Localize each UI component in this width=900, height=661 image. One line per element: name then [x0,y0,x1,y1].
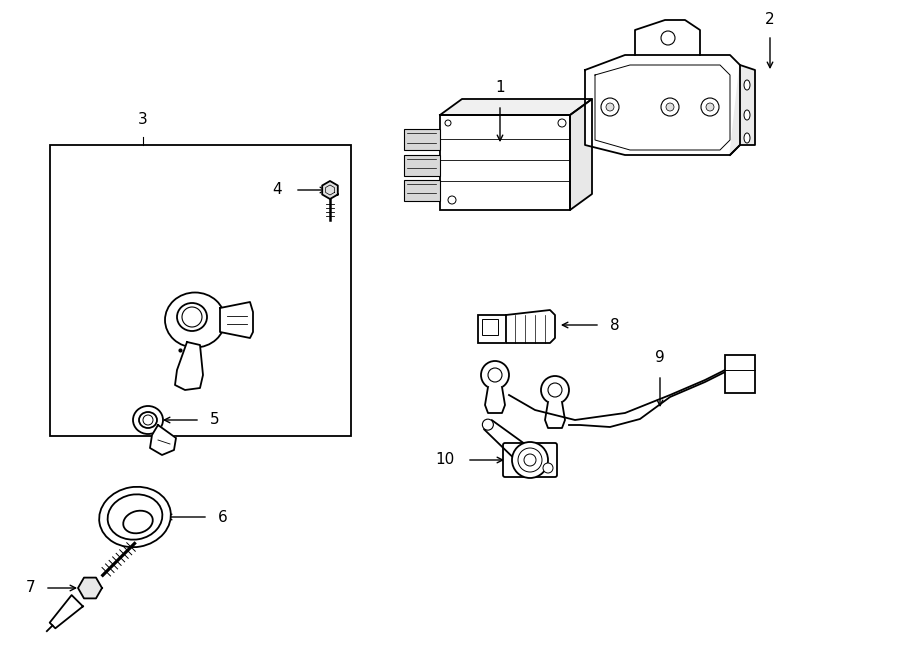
Text: 4: 4 [273,182,282,198]
Ellipse shape [99,486,171,547]
Circle shape [661,31,675,45]
Polygon shape [322,181,338,199]
Circle shape [524,454,536,466]
Text: 3: 3 [138,112,148,128]
Polygon shape [175,342,203,390]
Circle shape [445,120,451,126]
Circle shape [182,307,202,327]
Circle shape [543,463,553,473]
Polygon shape [585,55,740,155]
Polygon shape [484,420,536,468]
Text: 2: 2 [765,12,775,27]
Polygon shape [220,302,253,338]
Polygon shape [506,310,555,343]
Circle shape [666,103,674,111]
Circle shape [706,103,714,111]
Bar [403,130,440,150]
Text: 6: 6 [218,510,228,524]
Circle shape [601,98,619,116]
Circle shape [548,383,562,397]
Text: 5: 5 [210,412,220,428]
Text: 10: 10 [436,453,455,467]
Bar [440,115,570,210]
Text: 8: 8 [610,317,619,332]
Bar [478,315,506,343]
Text: 1: 1 [495,80,505,95]
Text: 9: 9 [655,350,665,365]
Polygon shape [78,578,102,598]
Circle shape [661,98,679,116]
Bar [403,180,440,200]
Circle shape [143,415,153,425]
Circle shape [518,448,542,472]
Polygon shape [150,425,176,455]
Circle shape [558,119,566,127]
Circle shape [488,368,502,382]
Ellipse shape [108,494,162,539]
Polygon shape [545,402,565,428]
Bar [403,155,440,176]
Circle shape [512,442,548,478]
Circle shape [448,196,456,204]
Circle shape [701,98,719,116]
Ellipse shape [165,293,225,348]
Polygon shape [440,99,592,115]
Text: 7: 7 [25,580,35,596]
Circle shape [541,376,569,404]
Ellipse shape [177,303,207,331]
Polygon shape [570,99,592,210]
Ellipse shape [744,133,750,143]
Ellipse shape [123,511,153,533]
Ellipse shape [744,110,750,120]
FancyBboxPatch shape [503,443,557,477]
Ellipse shape [139,412,157,428]
Circle shape [481,361,509,389]
Polygon shape [50,595,83,629]
Polygon shape [635,20,700,55]
Circle shape [606,103,614,111]
Bar [50,145,351,436]
Ellipse shape [133,406,163,434]
Bar [725,355,755,393]
Ellipse shape [744,80,750,90]
Polygon shape [485,387,505,413]
Polygon shape [730,65,755,155]
Bar [482,319,498,335]
Circle shape [482,419,493,430]
